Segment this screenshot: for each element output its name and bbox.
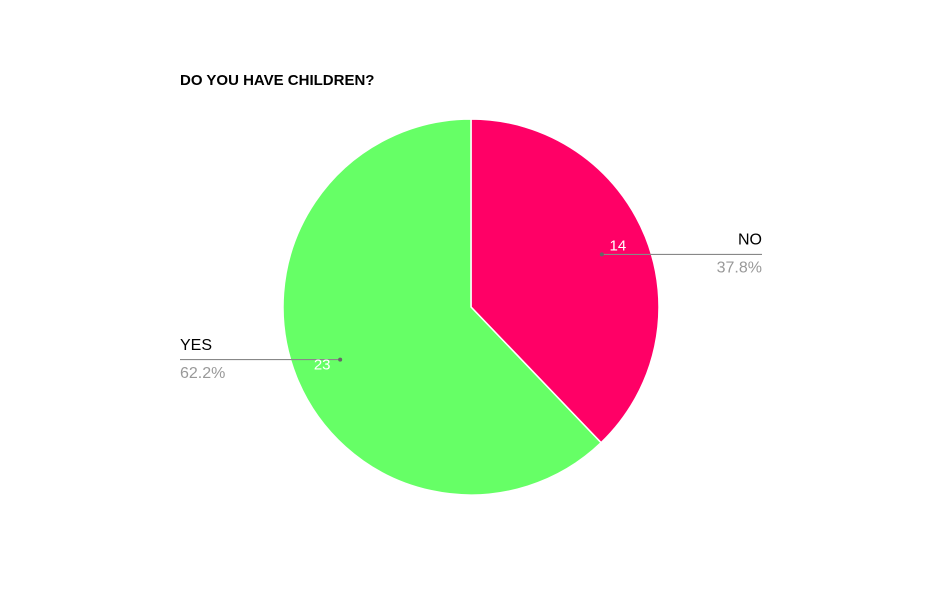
leader-dot bbox=[338, 357, 343, 362]
chart-title: DO YOU HAVE CHILDREN? bbox=[180, 72, 374, 89]
category-label: NO bbox=[738, 232, 762, 249]
pie-slice bbox=[282, 118, 603, 496]
leader-dot bbox=[599, 252, 604, 257]
category-label: YES bbox=[180, 337, 212, 354]
data-label: 14 bbox=[609, 237, 626, 254]
pie-slice bbox=[470, 118, 660, 444]
percent-label: 37.8% bbox=[717, 260, 762, 277]
percent-label: 62.2% bbox=[180, 365, 225, 382]
data-label: 23 bbox=[314, 357, 331, 374]
